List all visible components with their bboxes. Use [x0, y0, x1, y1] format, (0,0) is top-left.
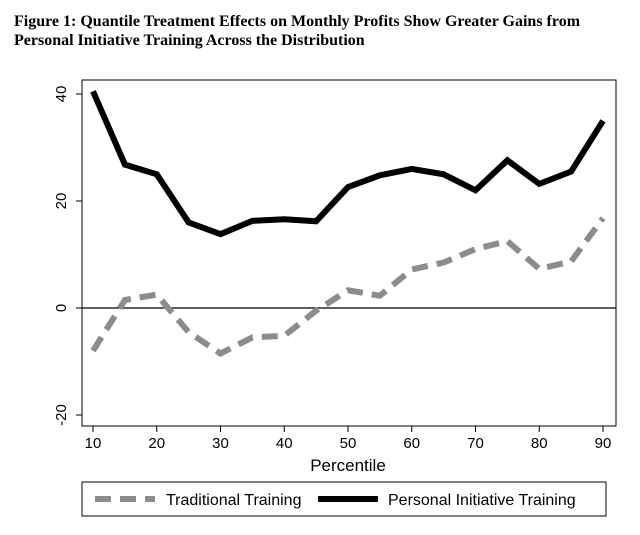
- x-tick-label: 80: [531, 435, 548, 452]
- series-line-personal-initiative-training: [90, 90, 606, 238]
- x-tick-label: 30: [212, 435, 229, 452]
- legend-label: Traditional Training: [166, 492, 301, 509]
- x-tick-label: 10: [85, 435, 102, 452]
- figure-title-line-2: Personal Initiative Training Across the …: [14, 32, 365, 49]
- x-tick-label: 60: [403, 435, 420, 452]
- legend: Traditional Training Personal Initiative …: [95, 492, 576, 509]
- figure-title-line-1: Figure 1: Quantile Treatment Effects on …: [14, 13, 581, 30]
- y-tick-label: 40: [53, 86, 70, 103]
- x-axis: 10 20 30 40 50 60 70 80 90: [85, 426, 612, 452]
- y-tick-label: -20: [53, 404, 70, 426]
- x-axis-title: Percentile: [310, 456, 386, 475]
- x-tick-label: 70: [467, 435, 484, 452]
- x-tick-label: 20: [148, 435, 165, 452]
- legend-label: Personal Initiative Training: [388, 492, 576, 509]
- plot-frame: [81, 79, 617, 427]
- series-lines: [90, 90, 606, 357]
- y-tick-label: 20: [53, 193, 70, 210]
- series-line-traditional-training: [90, 216, 606, 357]
- y-tick-label: 0: [53, 304, 70, 312]
- figure-title: Figure 1: Quantile Treatment Effects on …: [14, 12, 624, 50]
- y-axis: -20 0 20 40: [53, 86, 82, 426]
- x-tick-label: 90: [595, 435, 612, 452]
- x-tick-label: 50: [340, 435, 357, 452]
- x-tick-label: 40: [276, 435, 293, 452]
